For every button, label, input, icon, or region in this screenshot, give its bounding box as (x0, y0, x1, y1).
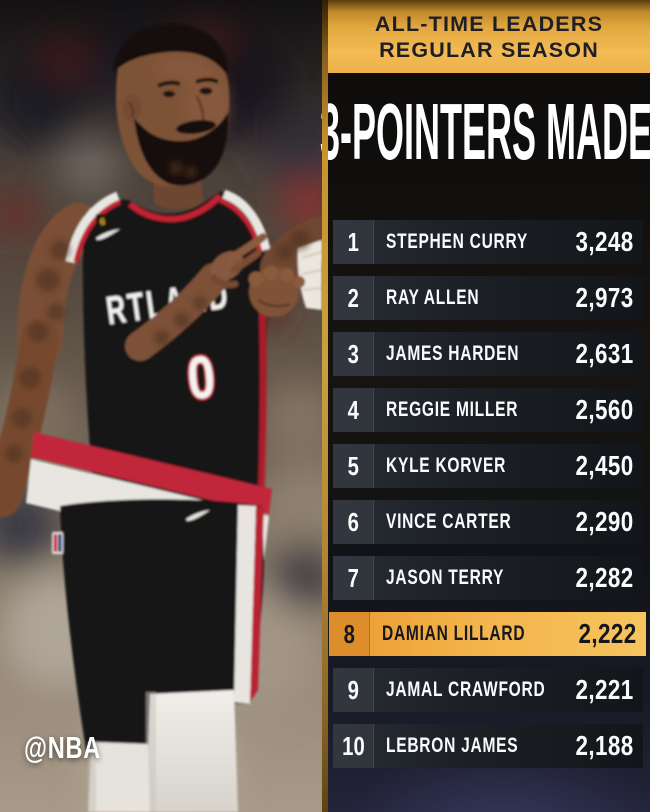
leader-value: 2,973 (575, 282, 634, 313)
leader-name: JAMES HARDEN (386, 342, 520, 365)
leader-rank-cell: 5 (333, 444, 374, 488)
leader-row: 5 KYLE KORVER 2,450 (333, 444, 643, 488)
leader-rank: 2 (347, 282, 359, 313)
jersey-number: 0 (185, 342, 218, 412)
header-line2: REGULAR SEASON (379, 37, 599, 62)
jersey-patch (96, 214, 109, 227)
player-photo-illustration: RTLAND 0 6 (0, 0, 322, 812)
leader-row: 4 REGGIE MILLER 2,560 (333, 388, 643, 432)
leader-rank-cell: 3 (333, 332, 374, 376)
leader-row: 8 DAMIAN LILLARD 2,222 (329, 612, 646, 656)
leader-value: 2,631 (575, 338, 634, 369)
gold-accent-stripe (322, 0, 328, 812)
leader-rank-cell: 2 (333, 276, 374, 320)
board-header: ALL-TIME LEADERS REGULAR SEASON (328, 0, 650, 73)
board-title: 3-POINTERS MADE (319, 87, 650, 176)
leaders-list: 1 STEPHEN CURRY 3,248 2 RAY ALLEN 2,973 … (329, 220, 646, 780)
leader-row: 1 STEPHEN CURRY 3,248 (333, 220, 643, 264)
leader-value: 2,188 (575, 730, 634, 761)
nike-swoosh-shorts (186, 510, 210, 521)
leader-name: JASON TERRY (386, 566, 505, 589)
leader-rank-cell: 9 (333, 668, 374, 712)
leader-rank-cell: 4 (333, 388, 374, 432)
leader-row: 10 LEBRON JAMES 2,188 (333, 724, 643, 768)
leader-rank: 8 (343, 618, 355, 649)
nike-swoosh-jersey (96, 229, 120, 240)
leader-value: 2,222 (578, 618, 637, 649)
leader-rank-cell: 1 (333, 220, 374, 264)
leader-rank-cell: 10 (333, 724, 374, 768)
leader-row: 7 JASON TERRY 2,282 (333, 556, 643, 600)
header-line1: ALL-TIME LEADERS (374, 11, 604, 36)
player-photo: RTLAND 0 6 (0, 0, 322, 812)
leader-rank: 9 (347, 674, 359, 705)
leader-name: STEPHEN CURRY (386, 230, 529, 253)
leader-value: 2,290 (575, 506, 634, 537)
leader-value: 2,282 (575, 562, 634, 593)
leader-rank-cell: 7 (333, 556, 374, 600)
leader-name: KYLE KORVER (386, 454, 507, 477)
leader-rank: 7 (347, 562, 359, 593)
nba-watermark: @NBA (24, 730, 102, 765)
leader-row: 2 RAY ALLEN 2,973 (333, 276, 643, 320)
leader-value: 2,221 (575, 674, 634, 705)
leader-value: 2,560 (575, 394, 634, 425)
leader-row: 3 JAMES HARDEN 2,631 (333, 332, 643, 376)
nba-logo-patch (52, 532, 63, 554)
leader-value: 2,450 (575, 450, 634, 481)
leader-rank: 1 (347, 226, 359, 257)
jersey-patch-number: 6 (100, 217, 106, 228)
leaderboard-panel: ALL-TIME LEADERS REGULAR SEASON 3-POINTE… (319, 0, 650, 812)
leader-name: DAMIAN LILLARD (382, 622, 526, 645)
leader-name: JAMAL CRAWFORD (386, 678, 546, 701)
leader-name: VINCE CARTER (386, 510, 512, 533)
leader-value: 3,248 (575, 226, 634, 257)
leader-name: REGGIE MILLER (386, 398, 519, 421)
leader-name: LEBRON JAMES (386, 734, 519, 757)
leader-rank: 6 (347, 506, 359, 537)
leader-rank: 3 (347, 338, 359, 369)
leader-rank: 4 (347, 394, 359, 425)
leader-row: 9 JAMAL CRAWFORD 2,221 (333, 668, 643, 712)
leader-rank: 10 (341, 730, 365, 761)
leader-row: 6 VINCE CARTER 2,290 (333, 500, 643, 544)
leader-rank: 5 (347, 450, 359, 481)
leader-rank-cell: 8 (329, 612, 370, 656)
leader-name: RAY ALLEN (386, 286, 480, 309)
leader-rank-cell: 6 (333, 500, 374, 544)
